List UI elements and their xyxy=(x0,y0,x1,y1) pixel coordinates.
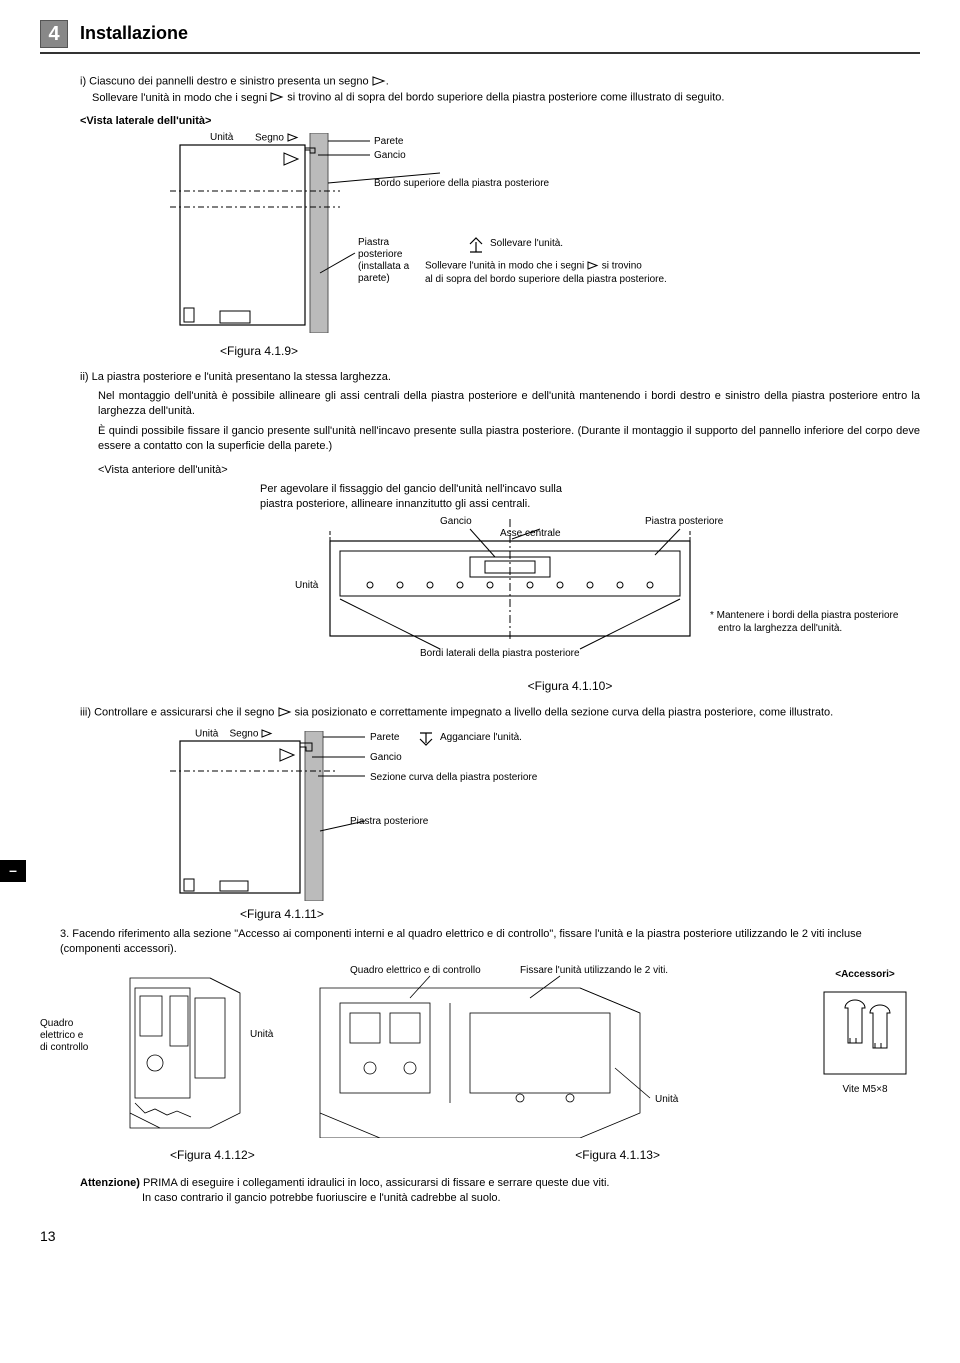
label-posteriore: posteriore xyxy=(358,249,409,261)
label-parete2: parete) xyxy=(358,273,409,285)
label-unita12: Unità xyxy=(250,1028,273,1042)
page-number: 13 xyxy=(40,1227,920,1247)
label-quadro3: di controllo xyxy=(40,1042,88,1054)
label-vite: Vite M5×8 xyxy=(810,1083,920,1097)
section-number: 4 xyxy=(40,20,68,48)
item-i-text1: Ciascuno dei pannelli destro e sinistro … xyxy=(89,76,368,88)
label-fissare: Fissare l'unità utilizzando le 2 viti. xyxy=(520,964,668,978)
section-title: Installazione xyxy=(80,21,188,46)
view-front-heading: <Vista anteriore dell'unità> xyxy=(80,463,920,478)
diagram-svg-9 xyxy=(80,133,780,333)
section-header: 4 Installazione xyxy=(40,20,920,54)
label-bordi: Bordi laterali della piastra posteriore xyxy=(420,647,580,661)
label-segno11: Segno xyxy=(229,729,258,740)
attention-prefix: Attenzione) xyxy=(80,1177,140,1189)
attention-block: Attenzione) PRIMA di eseguire i collegam… xyxy=(80,1176,920,1207)
label-sollevare3: al di sopra del bordo superiore della pi… xyxy=(425,273,667,287)
label-unita: Unità xyxy=(210,131,233,145)
label-note2: entro la larghezza dell'unità. xyxy=(710,622,898,635)
label-agganciare: Agganciare l'unità. xyxy=(440,731,522,745)
item-iii-prefix: iii) xyxy=(80,707,91,719)
label-unita10: Unità xyxy=(295,579,318,593)
label-gancio: Gancio xyxy=(374,149,406,163)
item-3-text: Facendo riferimento alla sezione "Access… xyxy=(60,928,862,955)
front-text2: piastra posteriore, allineare innanzitut… xyxy=(260,497,920,512)
item-ii-para1: Nel montaggio dell'unità è possibile all… xyxy=(80,389,920,420)
label-quadro1: Quadro xyxy=(40,1018,88,1030)
label-segno: Segno xyxy=(255,133,284,144)
view-side-heading: <Vista laterale dell'unità> xyxy=(80,114,920,129)
label-sollevare2a: Sollevare l'unità in modo che i segni xyxy=(425,261,584,272)
label-piastra: Piastra xyxy=(358,237,409,249)
triangle-icon xyxy=(372,74,386,89)
diagram-svg-13 xyxy=(310,968,750,1138)
fig-caption-9: <Figura 4.1.9> xyxy=(220,343,920,360)
diagram-4-1-10: Gancio Asse centrale Piastra posteriore … xyxy=(80,519,920,674)
triangle-icon xyxy=(270,90,284,105)
item-ii-para2: È quindi possibile fissare il gancio pre… xyxy=(80,424,920,455)
item-3: 3. Facendo riferimento alla sezione "Acc… xyxy=(60,927,920,958)
item-i: i) Ciascuno dei pannelli destro e sinist… xyxy=(80,74,920,106)
item-iii: iii) Controllare e assicurarsi che il se… xyxy=(80,705,920,721)
item-ii-prefix: ii) xyxy=(80,371,89,383)
fig-caption-12: <Figura 4.1.12> xyxy=(170,1147,255,1164)
triangle-icon xyxy=(587,259,599,273)
item-i-line2a: Sollevare l'unità in modo che i segni xyxy=(80,92,267,104)
label-sollevare: Sollevare l'unità. xyxy=(490,237,563,251)
label-sollevare2b: si trovino xyxy=(602,261,642,272)
diagram-svg-12 xyxy=(80,968,290,1138)
label-quadro-full: Quadro elettrico e di controllo xyxy=(350,964,481,978)
diagram-4-1-11: Unità Segno Parete Agganciare l'unità. G… xyxy=(140,731,920,906)
item-i-prefix: i) xyxy=(80,76,86,88)
fig-caption-11: <Figura 4.1.11> xyxy=(240,906,920,923)
item-3-prefix: 3. xyxy=(60,928,69,940)
attention-line2: In caso contrario il gancio potrebbe fuo… xyxy=(80,1192,501,1204)
item-iii-text1: Controllare e assicurarsi che il segno xyxy=(94,707,274,719)
item-iii-text2: sia posizionato e correttamente impegnat… xyxy=(295,707,834,719)
label-parete11: Parete xyxy=(370,731,399,745)
item-ii: ii) La piastra posteriore e l'unità pres… xyxy=(80,370,920,385)
triangle-icon xyxy=(287,131,299,145)
attention-line1: PRIMA di eseguire i collegamenti idrauli… xyxy=(143,1177,610,1189)
front-text1: Per agevolare il fissaggio del gancio de… xyxy=(260,482,920,497)
diagram-4-1-9: Unità Segno Parete Gancio Bordo superior… xyxy=(80,133,920,338)
item-i-text2: . xyxy=(386,76,389,88)
label-piastra-post10: Piastra posteriore xyxy=(645,515,723,529)
fig-caption-13: <Figura 4.1.13> xyxy=(575,1147,660,1164)
label-asse: Asse centrale xyxy=(500,527,561,541)
item-i-line2b: si trovino al di sopra del bordo superio… xyxy=(287,92,724,104)
label-quadro2: elettrico e xyxy=(40,1030,88,1042)
label-piastra11: Piastra posteriore xyxy=(350,815,428,829)
accessories-svg xyxy=(820,988,910,1078)
label-installata: (installata a xyxy=(358,261,409,273)
label-unita11: Unità xyxy=(195,729,218,740)
triangle-icon xyxy=(261,727,273,741)
label-gancio10: Gancio xyxy=(440,515,472,529)
item-ii-line1: La piastra posteriore e l'unità presenta… xyxy=(92,371,391,383)
fig-caption-10: <Figura 4.1.10> xyxy=(80,678,920,695)
side-tab: – xyxy=(0,860,26,882)
label-sezione: Sezione curva della piastra posteriore xyxy=(370,771,537,785)
label-parete: Parete xyxy=(374,135,403,149)
label-accessori: <Accessori> xyxy=(810,968,920,982)
label-note1: * Mantenere i bordi della piastra poster… xyxy=(710,609,898,622)
triangle-icon xyxy=(278,705,292,720)
diagram-4-1-12-13: Quadro elettrico e di controllo Unità xyxy=(80,968,920,1143)
label-gancio11: Gancio xyxy=(370,751,402,765)
label-bordo: Bordo superiore della piastra posteriore xyxy=(374,177,549,191)
label-unita13: Unità xyxy=(655,1093,678,1107)
